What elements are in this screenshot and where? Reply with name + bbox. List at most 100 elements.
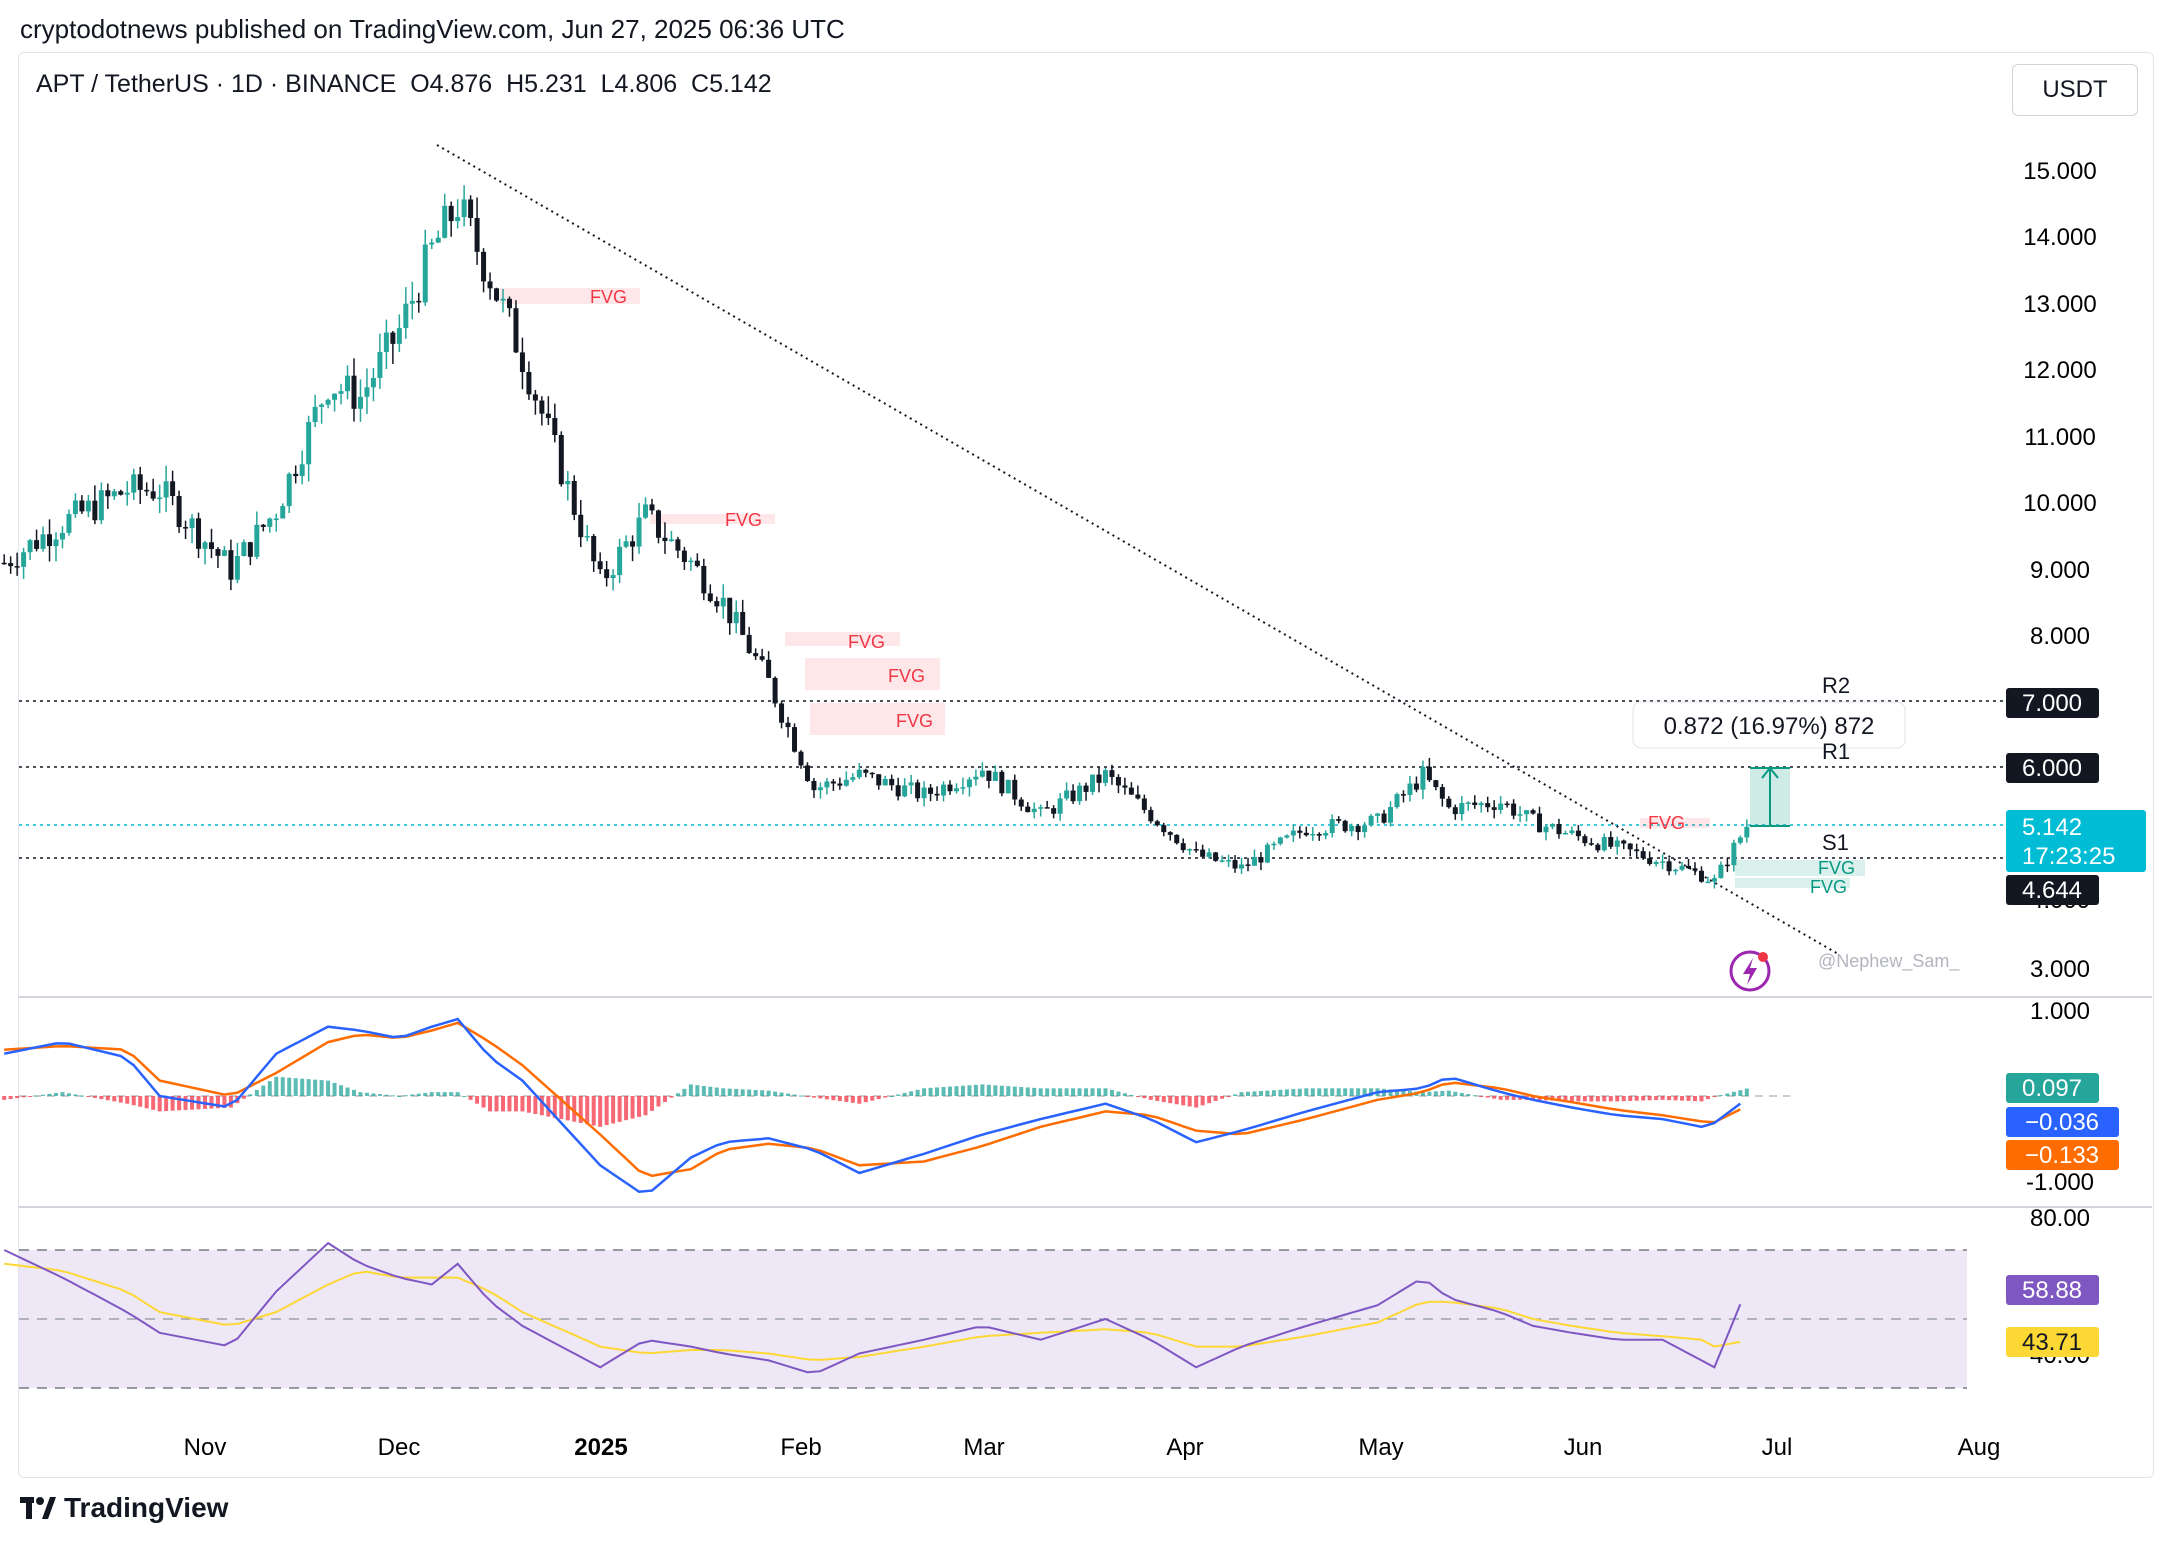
candle-body[interactable]	[992, 771, 998, 781]
candle-body[interactable]	[98, 490, 104, 521]
candle-body[interactable]	[655, 510, 661, 538]
candle-body[interactable]	[1141, 798, 1147, 810]
candle-body[interactable]	[1556, 824, 1562, 835]
candle-body[interactable]	[876, 774, 882, 786]
symbol-info[interactable]: APT / TetherUS · 1D · BINANCE O4.876 H5.…	[36, 70, 772, 99]
candle-body[interactable]	[1025, 806, 1031, 813]
candle-body[interactable]	[604, 569, 610, 579]
candle-body[interactable]	[1284, 835, 1290, 838]
candle-body[interactable]	[1154, 821, 1160, 826]
candle-body[interactable]	[753, 653, 759, 657]
candle-body[interactable]	[636, 517, 642, 547]
candle-body[interactable]	[1400, 794, 1406, 796]
candle-body[interactable]	[494, 288, 500, 301]
candle-body[interactable]	[306, 421, 312, 465]
candle-body[interactable]	[429, 242, 435, 245]
candle-body[interactable]	[701, 565, 707, 594]
candle-body[interactable]	[1297, 830, 1303, 833]
candle-body[interactable]	[1051, 808, 1057, 814]
candle-body[interactable]	[811, 780, 817, 791]
candle-body[interactable]	[364, 387, 370, 397]
candle-body[interactable]	[1737, 837, 1743, 843]
candle-body[interactable]	[1083, 785, 1089, 792]
candle-body[interactable]	[986, 770, 992, 781]
candle-body[interactable]	[144, 489, 150, 492]
candle-body[interactable]	[1096, 774, 1102, 783]
price-axis[interactable]: 15.000 14.000 13.000 12.000 11.000 10.00…	[2006, 158, 2146, 983]
candle-body[interactable]	[468, 199, 474, 219]
candle-body[interactable]	[1148, 809, 1154, 822]
candle-body[interactable]	[325, 399, 331, 405]
candle-body[interactable]	[1232, 860, 1238, 869]
candle-body[interactable]	[1375, 813, 1381, 816]
candle-body[interactable]	[416, 300, 422, 303]
candle-body[interactable]	[1621, 840, 1627, 844]
candle-body[interactable]	[1407, 783, 1413, 795]
candle-body[interactable]	[1608, 837, 1614, 847]
candle-body[interactable]	[1673, 869, 1679, 872]
candle-body[interactable]	[474, 218, 480, 252]
candle-body[interactable]	[131, 474, 137, 493]
candle-body[interactable]	[487, 281, 493, 289]
candle-body[interactable]	[208, 542, 214, 550]
candle-body[interactable]	[513, 308, 519, 353]
candle-body[interactable]	[435, 237, 441, 243]
candle-body[interactable]	[707, 593, 713, 602]
candle-body[interactable]	[1070, 790, 1076, 802]
candle-body[interactable]	[247, 542, 253, 557]
candle-body[interactable]	[1251, 857, 1257, 866]
candle-body[interactable]	[1472, 802, 1478, 806]
candle-body[interactable]	[578, 514, 584, 538]
candle-body[interactable]	[1303, 832, 1309, 836]
candle-body[interactable]	[766, 659, 772, 678]
price-candles[interactable]	[1, 185, 1750, 889]
candle-body[interactable]	[1686, 865, 1692, 869]
candle-body[interactable]	[111, 491, 117, 497]
candle-body[interactable]	[66, 514, 72, 533]
candle-body[interactable]	[804, 765, 810, 781]
candle-body[interactable]	[1562, 832, 1568, 835]
candle-body[interactable]	[461, 199, 467, 218]
candle-body[interactable]	[740, 611, 746, 635]
candle-body[interactable]	[545, 413, 551, 418]
candle-body[interactable]	[1634, 849, 1640, 852]
macd-axis[interactable]: 1.000 -1.000 0.097 −0.036 −0.133	[2006, 998, 2119, 1196]
measure-tool[interactable]: 0.872 (16.97%) 872	[1632, 701, 1906, 827]
candle-body[interactable]	[1439, 787, 1445, 799]
lightning-icon[interactable]	[1729, 950, 1771, 992]
candle-body[interactable]	[1588, 843, 1594, 845]
candle-body[interactable]	[47, 534, 53, 547]
candle-body[interactable]	[1627, 843, 1633, 850]
candle-body[interactable]	[1336, 819, 1342, 821]
candle-body[interactable]	[694, 560, 700, 566]
candle-body[interactable]	[137, 474, 143, 490]
candle-body[interactable]	[1161, 825, 1167, 833]
currency-button[interactable]: USDT	[2012, 64, 2138, 116]
candle-body[interactable]	[727, 597, 733, 624]
candle-body[interactable]	[40, 534, 46, 549]
candle-body[interactable]	[1465, 802, 1471, 804]
candle-body[interactable]	[1290, 830, 1296, 836]
candle-body[interactable]	[979, 770, 985, 777]
candle-body[interactable]	[409, 300, 415, 304]
candle-body[interactable]	[643, 504, 649, 518]
candle-body[interactable]	[1744, 826, 1750, 838]
candle-body[interactable]	[798, 751, 804, 766]
candle-body[interactable]	[241, 542, 247, 557]
candle-body[interactable]	[649, 504, 655, 511]
candle-body[interactable]	[1206, 852, 1212, 857]
candle-body[interactable]	[312, 406, 318, 422]
candle-body[interactable]	[351, 375, 357, 409]
candle-body[interactable]	[234, 556, 240, 580]
candle-body[interactable]	[183, 527, 189, 529]
candle-body[interactable]	[319, 404, 325, 407]
candle-body[interactable]	[448, 205, 454, 222]
candle-body[interactable]	[1388, 807, 1394, 823]
candle-body[interactable]	[1239, 864, 1245, 869]
candle-body[interactable]	[72, 500, 78, 515]
candle-body[interactable]	[843, 779, 849, 786]
candle-body[interactable]	[571, 481, 577, 515]
candle-body[interactable]	[27, 540, 33, 553]
candle-body[interactable]	[779, 703, 785, 723]
candle-body[interactable]	[882, 778, 888, 786]
